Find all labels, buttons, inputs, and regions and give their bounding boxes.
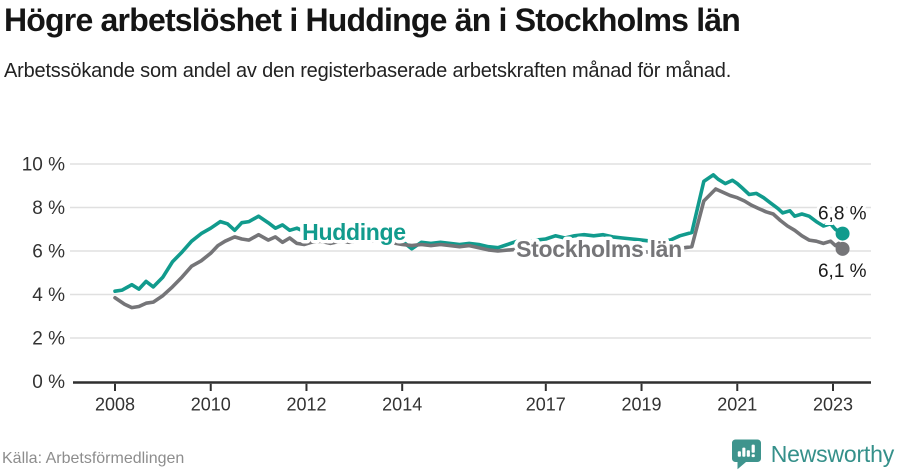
series-label-huddinge: Huddinge (302, 219, 406, 245)
newsworthy-logo[interactable]: Newsworthy (731, 438, 894, 470)
x-tick-label: 2023 (813, 395, 853, 415)
y-tick-label: 4 % (32, 285, 65, 306)
newsworthy-wordmark: Newsworthy (770, 440, 894, 467)
chart-subtitle: Arbetssökande som andel av den registerb… (4, 60, 732, 82)
x-tick-label: 2014 (382, 395, 422, 415)
end-dot-huddinge (835, 226, 850, 241)
x-tick-label: 2019 (622, 395, 662, 415)
chart-title: Högre arbetslöshet i Huddinge än i Stock… (4, 2, 741, 38)
x-tick-label: 2010 (191, 395, 231, 415)
series-line-huddinge (113, 173, 845, 294)
x-tick-label: 2021 (717, 395, 757, 415)
y-tick-label: 2 % (32, 329, 65, 350)
source-note: Källa: Arbetsförmedlingen (2, 450, 185, 467)
x-tick-label: 2008 (95, 395, 135, 415)
y-tick-label: 10 % (22, 155, 65, 176)
x-tick-label: 2012 (286, 395, 326, 415)
y-tick-label: 8 % (32, 198, 65, 219)
series-label-stockholms-lan: Stockholms län (516, 236, 682, 262)
series-line-stockholms-lan (113, 187, 845, 310)
y-tick-label: 0 % (32, 372, 65, 393)
end-dot-stockholms-lan (835, 241, 850, 256)
x-tick-label: 2017 (526, 395, 566, 415)
newsworthy-icon (731, 438, 762, 470)
y-tick-label: 6 % (32, 242, 65, 263)
end-value-label-stockholms-lan: 6,1 % (818, 261, 867, 282)
end-value-label-huddinge: 6,8 % (818, 204, 867, 225)
